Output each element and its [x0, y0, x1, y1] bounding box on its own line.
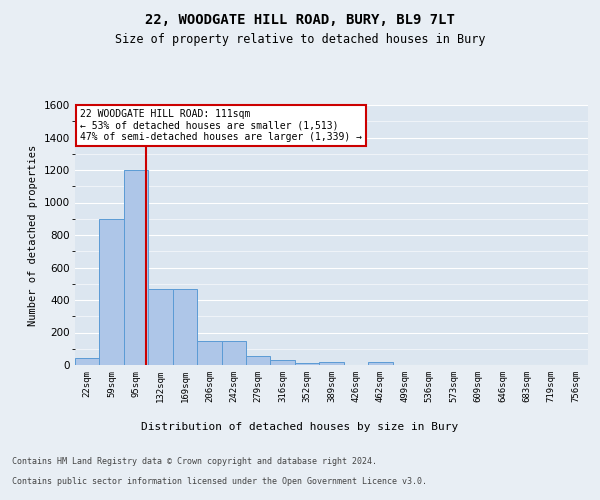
Text: Contains public sector information licensed under the Open Government Licence v3: Contains public sector information licen…: [12, 478, 427, 486]
Text: 22 WOODGATE HILL ROAD: 111sqm
← 53% of detached houses are smaller (1,513)
47% o: 22 WOODGATE HILL ROAD: 111sqm ← 53% of d…: [80, 109, 362, 142]
Bar: [246, 356, 271, 365]
Text: Contains HM Land Registry data © Crown copyright and database right 2024.: Contains HM Land Registry data © Crown c…: [12, 458, 377, 466]
Bar: [271, 360, 295, 365]
Text: 22, WOODGATE HILL ROAD, BURY, BL9 7LT: 22, WOODGATE HILL ROAD, BURY, BL9 7LT: [145, 12, 455, 26]
Bar: [368, 362, 392, 365]
Bar: [319, 362, 344, 365]
Text: Size of property relative to detached houses in Bury: Size of property relative to detached ho…: [115, 32, 485, 46]
Bar: [124, 170, 148, 365]
Y-axis label: Number of detached properties: Number of detached properties: [28, 144, 38, 326]
Bar: [221, 340, 246, 365]
Text: Distribution of detached houses by size in Bury: Distribution of detached houses by size …: [142, 422, 458, 432]
Bar: [197, 340, 221, 365]
Bar: [173, 288, 197, 365]
Bar: [100, 219, 124, 365]
Bar: [148, 288, 173, 365]
Bar: [295, 362, 319, 365]
Bar: [75, 358, 100, 365]
